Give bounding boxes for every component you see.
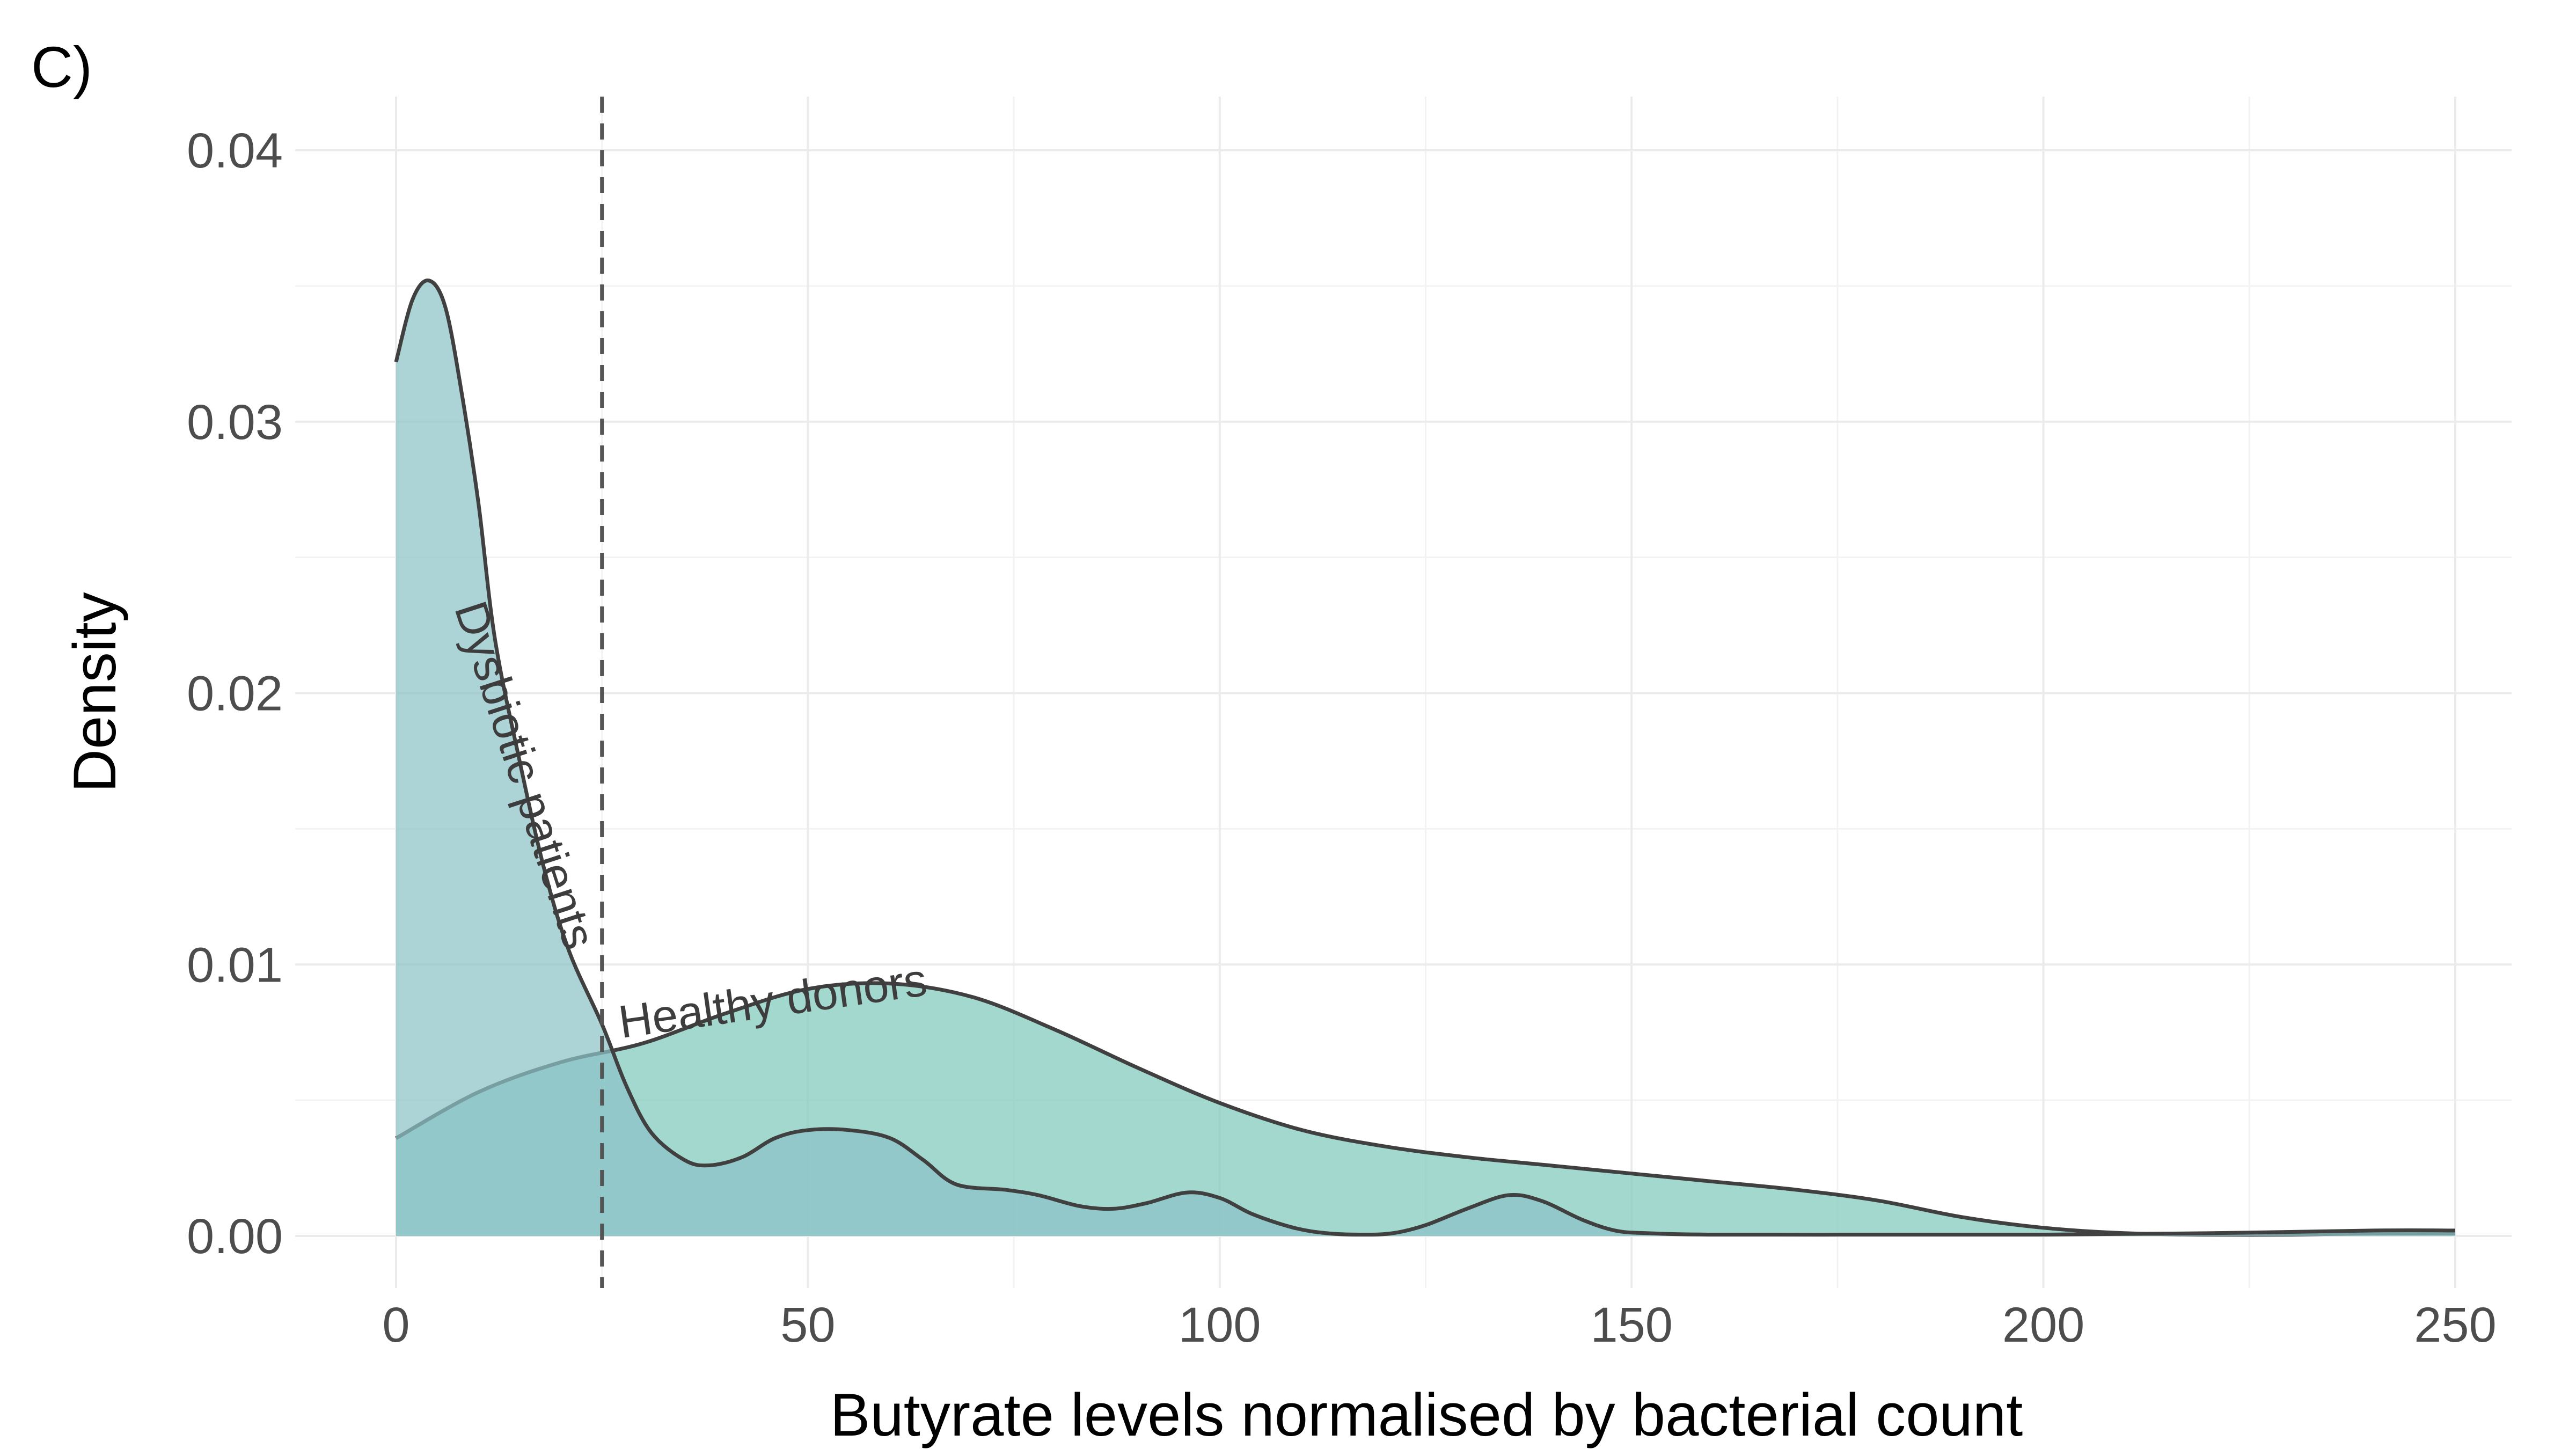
x-tick-label: 200 xyxy=(2002,1298,2085,1352)
y-axis-ticks: 0.00 0.01 0.02 0.03 0.04 xyxy=(187,123,283,1264)
x-axis-title: Butyrate levels normalised by bacterial … xyxy=(830,1381,2023,1448)
panel-label: C) xyxy=(31,34,92,99)
x-axis-ticks: 0 50 100 150 200 250 xyxy=(382,1298,2496,1352)
y-axis-title: Density xyxy=(61,592,128,792)
x-tick-label: 150 xyxy=(1590,1298,1673,1352)
x-tick-label: 0 xyxy=(382,1298,409,1352)
density-areas xyxy=(394,279,2456,1237)
x-tick-label: 50 xyxy=(780,1298,835,1352)
y-tick-label: 0.01 xyxy=(187,938,283,992)
y-tick-label: 0.02 xyxy=(187,667,283,721)
area-dysbiotic-patients xyxy=(396,280,2455,1236)
y-tick-label: 0.03 xyxy=(187,395,283,450)
y-tick-label: 0.04 xyxy=(187,123,283,178)
y-tick-label: 0.00 xyxy=(187,1209,283,1264)
curve-dysbiotic-patients xyxy=(394,279,2456,1237)
x-tick-label: 250 xyxy=(2414,1298,2497,1352)
x-tick-label: 100 xyxy=(1179,1298,1261,1352)
